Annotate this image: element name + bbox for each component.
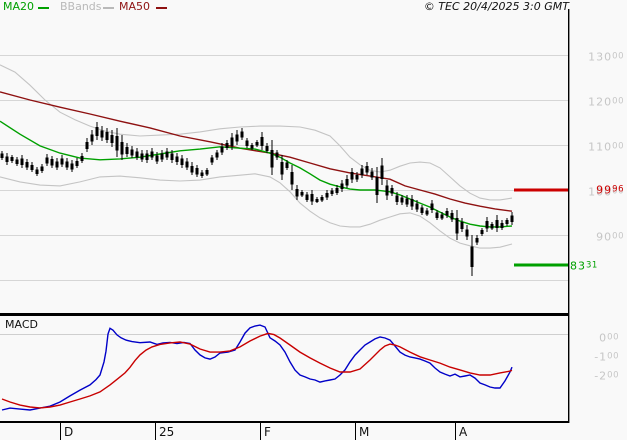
month-label-25: 25 bbox=[159, 425, 175, 439]
month-tick-D bbox=[60, 421, 61, 440]
macd-signal-line bbox=[1, 332, 513, 409]
price-label-13000: 13000 bbox=[588, 50, 624, 64]
month-tick-25 bbox=[155, 421, 156, 440]
month-tick-F bbox=[260, 421, 261, 440]
price-label-10000: 10000 bbox=[588, 185, 624, 199]
bollinger-upper-line bbox=[0, 64, 513, 201]
macd-value-label--200: -200 bbox=[594, 369, 619, 383]
candlestick-bodies bbox=[0, 127, 514, 267]
ma50-line bbox=[0, 91, 513, 212]
right-axis-border bbox=[568, 9, 570, 423]
month-label-F: F bbox=[264, 425, 271, 439]
panel-divider bbox=[0, 313, 569, 316]
ma20-line bbox=[0, 120, 513, 228]
month-tick-A bbox=[455, 421, 456, 440]
legend-label-bbands: BBands bbox=[60, 0, 102, 13]
price-label-11000: 11000 bbox=[588, 140, 624, 154]
macd-value-label--100: -100 bbox=[594, 350, 619, 364]
month-tick-M bbox=[355, 421, 356, 440]
month-label-A: A bbox=[459, 425, 468, 439]
level-label-8331: 8331 bbox=[570, 259, 598, 273]
legend-dash-ma50-icon bbox=[156, 7, 167, 9]
bollinger-lower-line bbox=[0, 173, 513, 249]
legend-label-ma20: MA20 bbox=[3, 0, 35, 13]
macd-macd-line bbox=[1, 324, 513, 411]
timestamp: © TEC 20/4/2025 3:0 GMT bbox=[423, 0, 569, 13]
legend-dash-bbands-icon bbox=[103, 7, 114, 9]
legend-dash-ma20-icon bbox=[38, 7, 49, 9]
price-label-9000: 9000 bbox=[596, 230, 624, 244]
month-label-M: M bbox=[359, 425, 370, 439]
macd-bottom-axis bbox=[0, 421, 569, 423]
price-label-12000: 12000 bbox=[588, 95, 624, 109]
macd-value-label-0: 000 bbox=[599, 331, 619, 345]
level-label-9996: 9996 bbox=[596, 183, 624, 197]
macd-panel-title: MACD bbox=[5, 318, 38, 331]
month-label-D: D bbox=[64, 425, 74, 439]
legend-label-ma50: MA50 bbox=[119, 0, 151, 13]
